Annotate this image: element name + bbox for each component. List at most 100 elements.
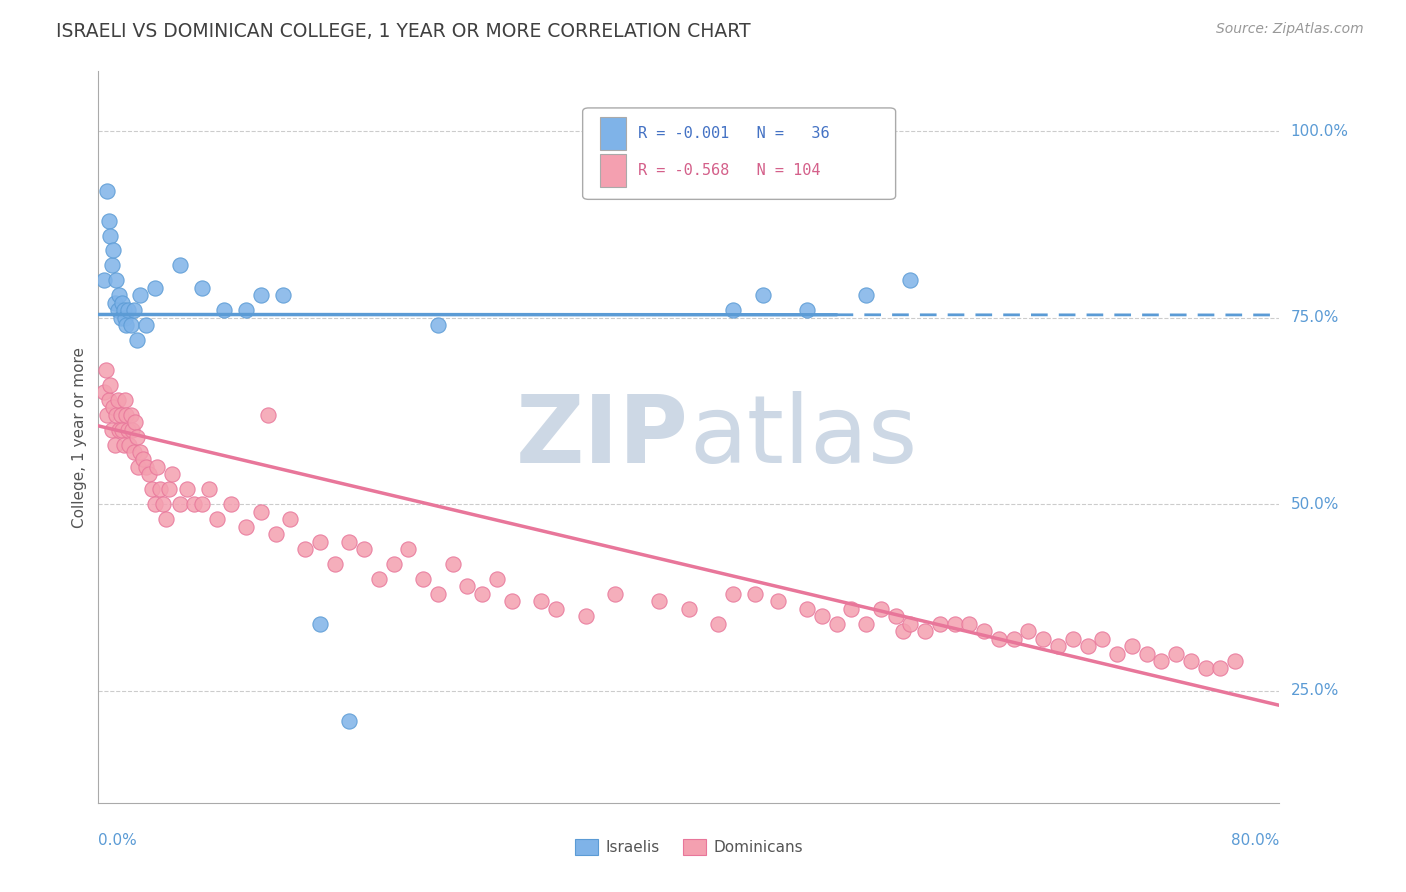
Point [1209,661,1232,675]
Point [128,288,150,302]
Point [546,601,568,615]
Point [191,497,214,511]
Point [235,519,257,533]
Point [891,624,914,639]
Point [120,318,142,332]
FancyBboxPatch shape [600,118,626,151]
Point [1046,639,1070,653]
Point [796,601,818,615]
Point [111,295,134,310]
Point [1136,647,1159,661]
Point [530,594,553,608]
Point [810,609,832,624]
Point [412,572,434,586]
Point [1107,647,1129,661]
Point [141,483,163,497]
Point [943,616,966,631]
Point [1225,654,1247,668]
Text: 25.0%: 25.0% [1291,683,1339,698]
Point [294,542,316,557]
Point [486,572,509,586]
Point [368,572,391,586]
Point [124,415,146,429]
Point [212,303,235,318]
Text: atlas: atlas [689,391,917,483]
Point [132,452,155,467]
Text: Source: ZipAtlas.com: Source: ZipAtlas.com [1216,22,1364,37]
Point [191,281,214,295]
Point [110,408,132,422]
Point [135,318,157,332]
Text: 75.0%: 75.0% [1291,310,1339,326]
Point [128,445,150,459]
Point [752,288,775,302]
Point [973,624,995,639]
Point [323,557,346,571]
Point [471,587,494,601]
Point [143,497,166,511]
Point [169,259,191,273]
Point [127,459,149,474]
Point [427,587,450,601]
Text: R = -0.001   N =   36: R = -0.001 N = 36 [638,126,830,141]
Point [900,273,922,287]
Text: 50.0%: 50.0% [1291,497,1339,512]
Point [110,310,132,325]
Point [457,579,479,593]
Point [115,318,138,332]
Point [900,616,922,631]
Point [122,445,145,459]
Point [766,594,789,608]
Point [107,392,129,407]
Point [1018,624,1040,639]
Point [157,483,180,497]
Point [914,624,936,639]
Point [1002,632,1025,646]
Text: 80.0%: 80.0% [1232,833,1279,848]
Point [1166,647,1188,661]
Point [112,437,135,451]
Point [108,288,131,302]
Point [1150,654,1173,668]
Point [205,512,228,526]
Point [105,273,128,287]
Point [339,534,361,549]
Point [138,467,160,482]
Point [93,273,115,287]
Text: 100.0%: 100.0% [1291,124,1348,138]
Point [93,385,115,400]
Point [398,542,420,557]
Point [149,483,172,497]
Point [235,303,257,318]
Point [98,228,121,243]
Point [427,318,450,332]
Point [257,408,280,422]
Point [855,616,877,631]
Point [796,303,818,318]
Point [575,609,598,624]
Legend: Israelis, Dominicans: Israelis, Dominicans [569,833,808,861]
Point [115,408,138,422]
FancyBboxPatch shape [582,108,896,200]
Y-axis label: College, 1 year or more: College, 1 year or more [72,347,87,527]
Point [97,392,120,407]
Point [841,601,863,615]
Point [264,527,287,541]
Point [959,616,981,631]
Point [103,244,125,258]
Point [723,587,745,601]
Point [146,459,169,474]
Text: 0.0%: 0.0% [98,833,138,848]
Point [250,505,273,519]
Point [870,601,893,615]
Point [176,483,198,497]
Point [125,430,148,444]
Point [114,310,136,325]
FancyBboxPatch shape [600,154,626,187]
Point [94,363,117,377]
Text: ZIP: ZIP [516,391,689,483]
Point [250,288,273,302]
Point [104,295,127,310]
Point [143,281,166,295]
Point [198,483,221,497]
